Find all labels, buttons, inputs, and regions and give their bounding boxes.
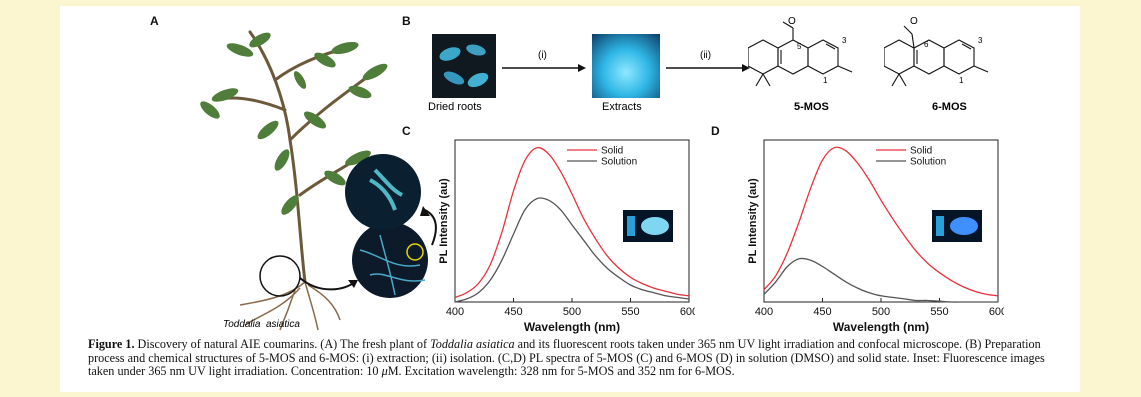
x-tick-label: 600 xyxy=(680,306,695,318)
plant-illustration xyxy=(200,30,437,331)
structure-6-mos-atom-1: 1 xyxy=(959,76,964,85)
compound-5-mos-label: 5-MOS xyxy=(794,101,829,113)
panel-label-d: D xyxy=(711,124,720,138)
arrow-step-1 xyxy=(502,64,586,72)
x-tick-label: 550 xyxy=(930,306,948,318)
extracts-label: Extracts xyxy=(602,101,642,113)
plant-stems xyxy=(213,30,372,284)
curved-arrow xyxy=(424,209,437,246)
extracts-photo xyxy=(592,34,660,98)
caption-species: Toddalia asiatica xyxy=(430,337,515,351)
y-axis-label: PL Intensity (au) xyxy=(747,178,759,264)
root-fluorescence-micrograph xyxy=(352,222,428,298)
plant-roots xyxy=(239,281,341,331)
x-tick-label: 450 xyxy=(813,306,831,318)
fluorescence-inset-image xyxy=(932,210,982,242)
structure-5-mos-atom-5: 5 xyxy=(797,42,802,51)
x-tick-label: 500 xyxy=(563,306,581,318)
caption-text-c: M. Excitation wavelength: 328 nm for 5-M… xyxy=(387,364,735,379)
caption-label: Figure 1. xyxy=(88,337,135,351)
x-tick-label: 550 xyxy=(621,306,639,318)
x-tick-label: 400 xyxy=(446,306,464,318)
x-tick-label: 500 xyxy=(872,306,890,318)
confocal-micrograph xyxy=(345,154,421,230)
step-1-label: (i) xyxy=(538,50,547,61)
pl-spectrum-chart-6-mos: 400 450 500 550 600 Wavelength (nm) PL Intensi… xyxy=(747,139,1004,334)
figure-page: A xyxy=(60,6,1080,392)
x-tick-label: 600 xyxy=(989,306,1004,318)
panel-label-c: C xyxy=(402,124,411,138)
dried-roots-photo xyxy=(432,34,496,98)
panel-label-a: A xyxy=(150,14,159,28)
structure-5-mos xyxy=(748,21,853,87)
fluorescence-inset-image xyxy=(623,210,673,242)
structure-5-mos-o: O xyxy=(788,16,796,27)
x-axis-label: Wavelength (nm) xyxy=(833,320,929,334)
legend-label-solid: Solid xyxy=(601,146,623,157)
plant-species-label: Toddalia asiatica xyxy=(223,319,300,330)
structure-5-mos-atom-3: 3 xyxy=(842,36,847,45)
structure-6-mos-atom-6: 6 xyxy=(924,40,929,49)
structure-6-mos-o: O xyxy=(910,16,918,27)
series-line-solid xyxy=(454,146,690,299)
x-tick-label: 450 xyxy=(504,306,522,318)
structure-5-mos-atom-1: 1 xyxy=(823,76,828,85)
legend-label-solution: Solution xyxy=(601,157,637,168)
dried-roots-label: Dried roots xyxy=(428,101,482,113)
root-highlight-circle xyxy=(259,255,301,297)
caption-mu: μ xyxy=(381,364,388,379)
x-axis-label: Wavelength (nm) xyxy=(524,320,620,334)
y-axis-label: PL Intensity (au) xyxy=(438,178,450,264)
series-line-solid xyxy=(763,146,999,297)
panel-label-b: B xyxy=(402,14,411,28)
step-2-label: (ii) xyxy=(700,50,712,61)
x-tick-label: 400 xyxy=(755,306,773,318)
caption-text-b: and its fluorescent roots taken under 36… xyxy=(88,337,1045,379)
plant-leaves xyxy=(200,32,388,215)
legend-label-solid: Solid xyxy=(910,146,932,157)
series-line-solution xyxy=(454,197,690,303)
arrow-step-2 xyxy=(666,64,750,72)
caption-text-a: Discovery of natural AIE coumarins. (A) … xyxy=(134,337,431,351)
figure-caption: Figure 1. Discovery of natural AIE couma… xyxy=(88,337,1073,379)
compound-6-mos-label: 6-MOS xyxy=(932,101,967,113)
series-line-solution xyxy=(763,257,998,303)
structure-6-mos xyxy=(884,25,989,87)
legend-label-solution: Solution xyxy=(910,157,946,168)
pointer-arrow xyxy=(299,277,356,291)
structure-6-mos-atom-3: 3 xyxy=(978,36,983,45)
pl-spectrum-chart-5-mos: 400 450 500 550 600 Wavelength (nm) PL Intensi… xyxy=(438,139,695,334)
